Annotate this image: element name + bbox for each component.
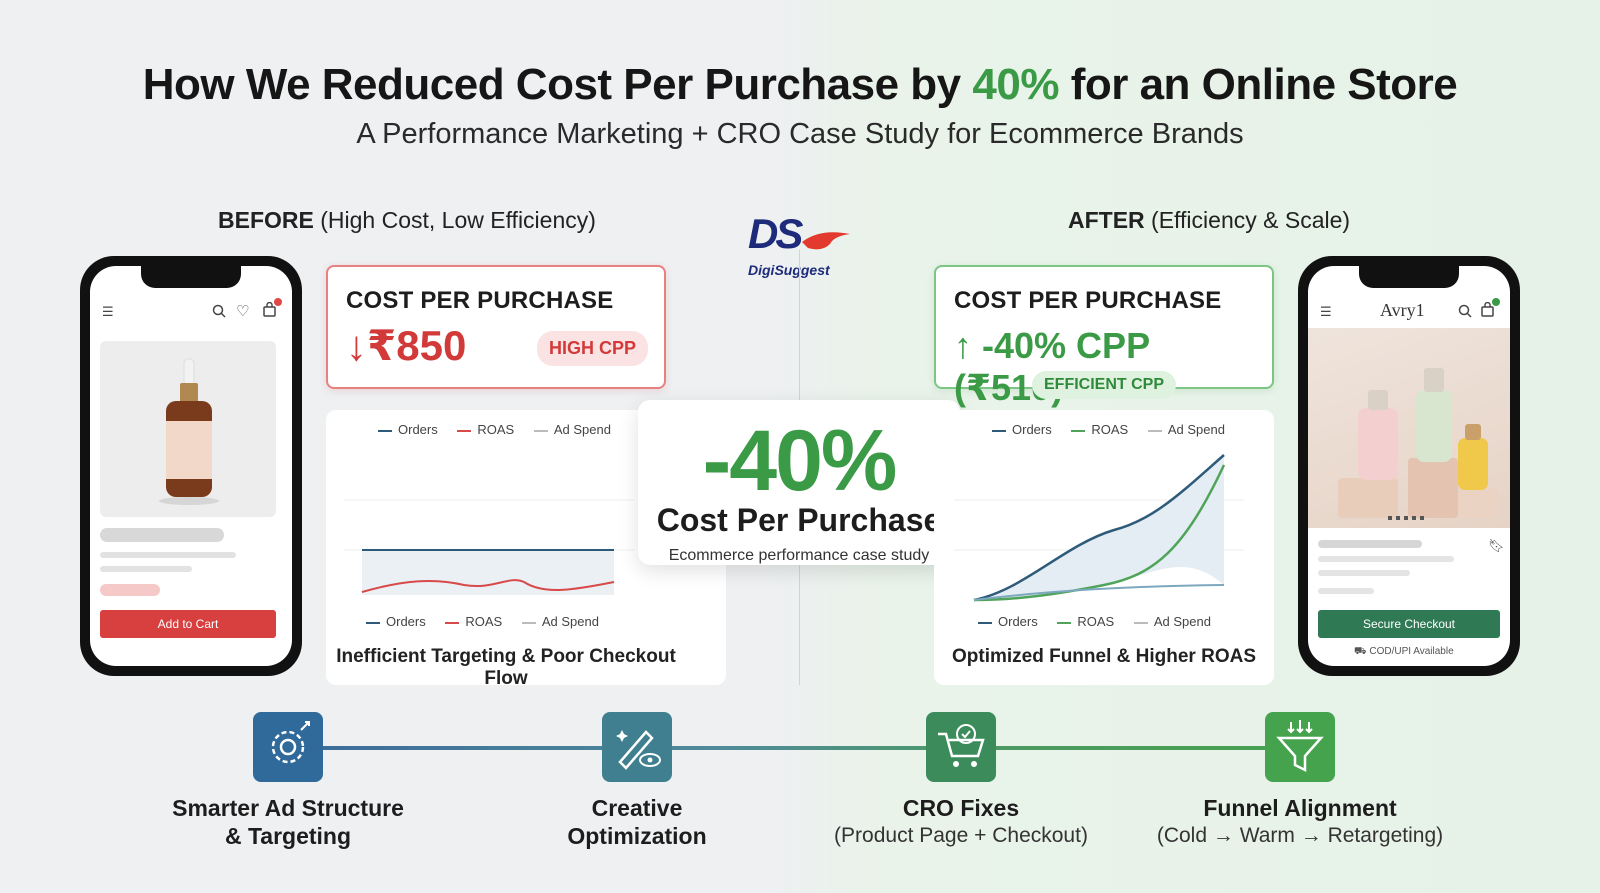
page-title: How We Reduced Cost Per Purchase by 40% … [142,60,1458,109]
arrow-up-icon: ↑ [954,325,972,366]
before-legend-bottom: Orders ROAS Ad Spend [366,614,615,629]
gear-target-icon [271,721,310,764]
step-4-label: Funnel Alignment (Cold → Warm → Retargeti… [1156,795,1444,847]
serum-bottle-icon [159,358,219,505]
product-image [100,341,276,517]
after-legend-bottom: Orders ROAS Ad Spend [978,614,1227,629]
efficient-cpp-badge: EFFICIENT CPP [1031,371,1177,399]
payment-note: ⛟ COD/UPI Available [1354,646,1454,657]
menu-icon[interactable]: ☰ [1320,304,1332,319]
roas-line [973,464,1226,602]
step-1-label: Smarter Ad Structure & Targeting [172,795,404,849]
center-label: Cost Per Purchase [656,502,942,538]
step-1-icon-box [253,712,323,782]
before-legend-top: Orders ROAS Ad Spend [378,422,627,437]
heart-icon[interactable]: ♡ [236,303,250,320]
ad-spend-line [973,584,1225,601]
before-chart-plot [344,499,634,595]
cart-badge [274,298,282,306]
step-3-label: CRO Fixes (Product Page + Checkout) [834,795,1088,847]
cpp-value: ↓₹850 [346,322,467,369]
serum-bottles-icon [1338,368,1498,518]
funnel-icon [1276,720,1324,773]
menu-icon[interactable]: ☰ [102,304,114,319]
high-cpp-badge: HIGH CPP [536,331,648,366]
step-2-icon-box [602,712,672,782]
step-4-icon-box [1265,712,1335,782]
logo-swoosh-icon [802,232,850,250]
arrow-down-icon: ↓ [346,322,367,369]
after-heading: AFTER (Efficiency & Scale) [1068,207,1351,233]
search-icon[interactable] [1458,304,1472,318]
logo-mark: DS [748,210,803,257]
product-hero-image [1308,328,1510,528]
after-cpp-card: COST PER PURCHASE ↑ -40% CPP (₹510) EFFI… [934,265,1274,408]
bookmark-icon[interactable]: 🔖︎ [1488,538,1505,553]
cart-badge [1492,298,1500,306]
after-chart-card: Orders ROAS Ad Spend Orders ROAS Ad Spen… [934,410,1274,685]
after-chart-plot [954,454,1244,602]
center-value: -40% [702,413,898,509]
after-legend-top: Orders ROAS Ad Spend [992,422,1241,437]
title-highlight: 40% [972,60,1059,109]
page-subtitle: A Performance Marketing + CRO Case Study… [356,118,1244,150]
cart-icon[interactable] [262,302,278,318]
carousel-dots[interactable] [1388,516,1428,520]
cpp-label: COST PER PURCHASE [346,287,614,314]
truck-icon: ⛟ [1354,646,1370,657]
before-caption: Inefficient Targeting & Poor Checkout Fl… [336,646,676,689]
center-highlight-card: -40% Cost Per Purchase Ecommerce perform… [638,400,960,565]
secure-checkout-button[interactable]: Secure Checkout [1318,610,1500,638]
brush-eye-icon [616,730,661,770]
add-to-cart-button[interactable]: Add to Cart [100,610,276,638]
before-heading: BEFORE (High Cost, Low Efficiency) [218,207,596,233]
step-2-label: Creative Optimization [567,795,707,849]
search-icon[interactable] [212,304,226,318]
after-caption: Optimized Funnel & Higher ROAS [951,646,1256,667]
process-connector [320,746,1300,750]
orders-line [973,454,1225,602]
center-caption: Ecommerce performance case study [668,547,930,564]
logo-name: DigiSuggest [748,262,830,278]
before-cpp-card: COST PER PURCHASE ↓₹850 HIGH CPP [326,265,666,389]
cart-check-icon [938,724,985,767]
roas-line [361,579,615,593]
step-3-icon-box [926,712,996,782]
store-brand: Avry1 [1380,300,1425,320]
cpp-label: COST PER PURCHASE [954,287,1222,314]
before-phone: ☰ ♡ Add to Cart [80,256,302,676]
after-phone: ☰ Avry1 🔖︎ Secure Checkout ⛟ COD/UPI A [1298,256,1520,676]
cart-icon[interactable] [1480,302,1496,318]
